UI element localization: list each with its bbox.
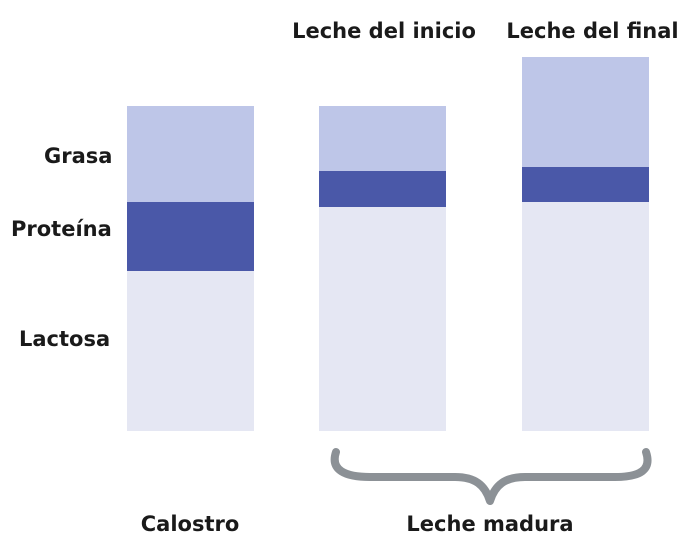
column-foremilk (319, 106, 446, 431)
segment-fat (319, 106, 446, 171)
column-label-foremilk: Leche del inicio (292, 19, 476, 43)
segment-fat (522, 57, 649, 167)
segment-protein (127, 202, 254, 271)
segment-protein (319, 171, 446, 207)
row-label-lactose: Lactosa (19, 327, 111, 351)
segment-lactose (522, 202, 649, 431)
segment-protein (522, 167, 649, 202)
group-label-mature-milk: Leche madura (406, 512, 574, 536)
column-label-colostrum: Calostro (140, 512, 240, 536)
segment-lactose (319, 207, 446, 431)
segment-lactose (127, 271, 254, 431)
segment-fat (127, 106, 254, 202)
curly-brace-icon (330, 448, 652, 505)
row-label-protein: Proteína (11, 217, 112, 241)
column-colostrum (127, 106, 254, 431)
column-hindmilk (522, 57, 649, 431)
row-label-fat: Grasa (44, 144, 113, 168)
column-label-hindmilk: Leche del final (506, 19, 679, 43)
